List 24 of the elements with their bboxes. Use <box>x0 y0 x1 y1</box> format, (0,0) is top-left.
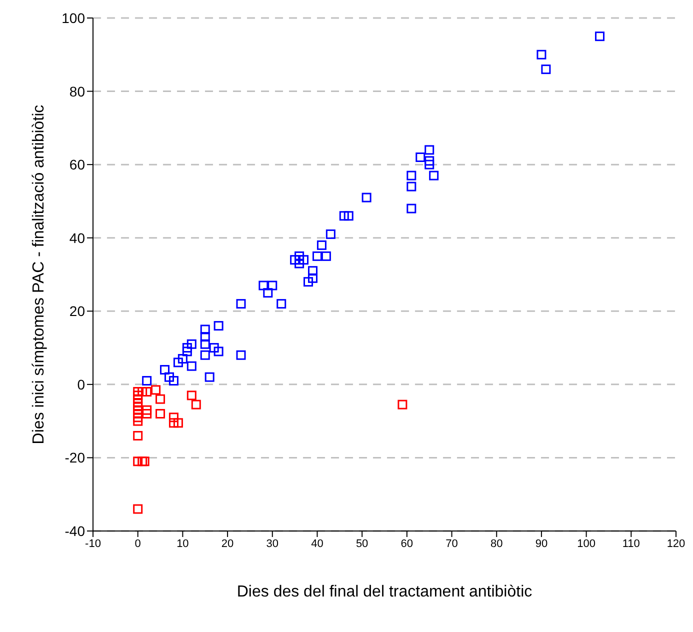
y-axis-title: Dies inici símptomes PAC - finalització antibiòtic <box>30 104 48 444</box>
x-tick-label: 40 <box>311 538 324 550</box>
x-tick-label: 80 <box>490 538 503 550</box>
x-tick-label: 30 <box>266 538 279 550</box>
x-tick-label: 90 <box>535 538 548 550</box>
x-tick-label: 20 <box>221 538 234 550</box>
x-tick-label: 110 <box>622 538 640 550</box>
y-tick-label: 0 <box>77 376 86 392</box>
y-tick-label: 100 <box>62 10 86 26</box>
y-tick-label: 20 <box>69 303 86 320</box>
y-tick-label: 60 <box>69 156 86 173</box>
x-tick-label: 60 <box>400 538 414 550</box>
x-tick-label: 10 <box>176 538 189 550</box>
y-tick-label: -20 <box>64 450 86 466</box>
y-tick-label: 80 <box>69 83 86 100</box>
y-tick-label: 40 <box>69 230 86 246</box>
x-tick-label: 120 <box>666 538 686 550</box>
x-axis-title: Dies des del final del tractament antibiòtic <box>236 583 532 600</box>
x-tick-label: 50 <box>356 538 368 550</box>
x-tick-label: 100 <box>577 538 596 550</box>
x-tick-label: -10 <box>85 538 101 550</box>
y-tick-label: -40 <box>64 522 86 539</box>
x-tick-label: 70 <box>446 538 458 550</box>
x-tick-label: 0 <box>134 538 141 550</box>
